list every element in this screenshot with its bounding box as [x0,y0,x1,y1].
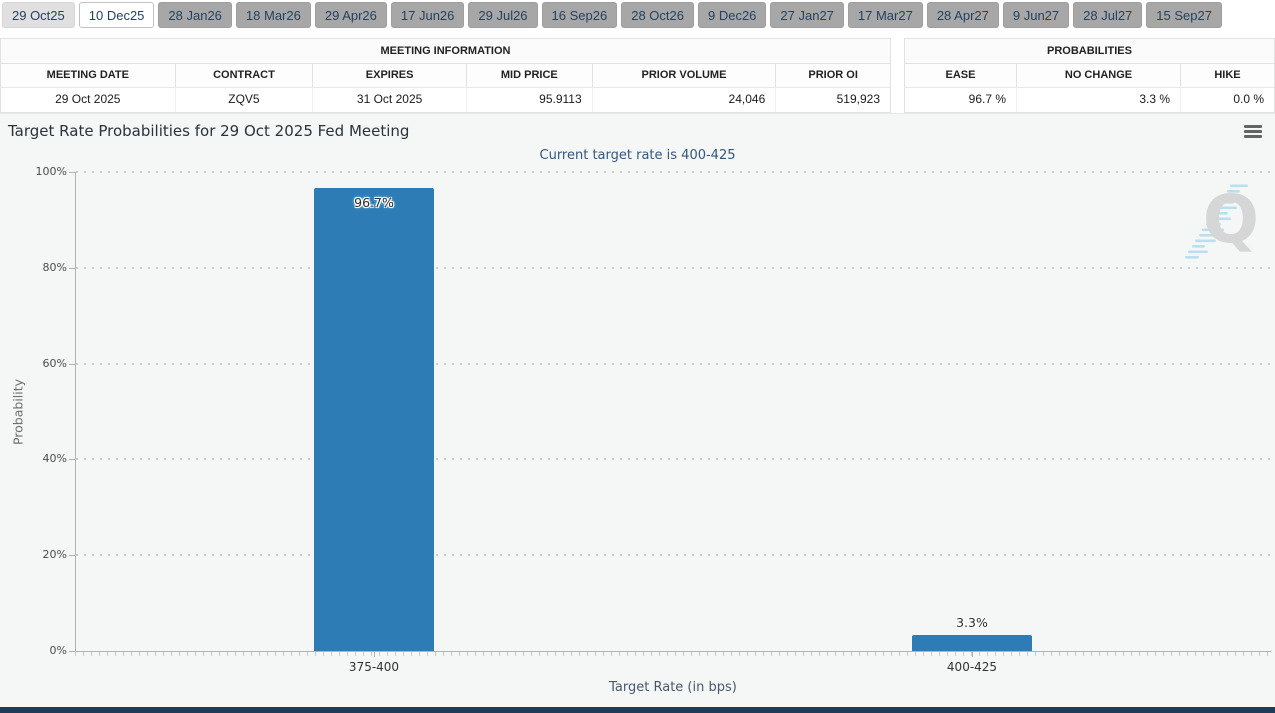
meeting-info-val-0: 29 Oct 2025 [1,88,176,112]
probabilities-val-2: 0.0 % [1233,92,1264,106]
tab-15-sep27[interactable]: 15 Sep27 [1146,2,1222,28]
tab-28-jan26[interactable]: 28 Jan26 [158,2,232,28]
meeting-info-col-1: CONTRACT [176,64,314,87]
meeting-info-values: 29 Oct 2025 ZQV5 31 Oct 2025 95.9113 24,046 5… [1,88,890,112]
y-axis-line [75,172,76,651]
quikstrike-watermark: Q [1183,182,1261,264]
tab-29-oct25[interactable]: 29 Oct25 [2,2,75,28]
bar-375-400[interactable] [314,187,434,651]
y-tick-label-20: 20% [42,548,67,562]
bar-400-425[interactable] [912,635,1032,651]
meeting-info-col-3: MID PRICE [467,64,593,87]
tab-18-mar26[interactable]: 18 Mar26 [235,2,311,28]
footer-bar [0,707,1275,713]
meeting-info-val-5: 519,923 [836,92,880,106]
probabilities-values: 96.7 % 3.3 % 0.0 % [905,88,1274,112]
probabilities-val-1: 3.3 % [1017,88,1181,112]
bar-value-label-400-425: 3.3% [956,615,988,631]
x-category-label-400-425: 400-425 [946,660,998,674]
tab-28-jul27[interactable]: 28 Jul27 [1073,2,1143,28]
meeting-info-col-4: PRIOR VOLUME [593,64,777,87]
meeting-info-col-2: EXPIRES [313,64,467,87]
bar-value-label-375-400: 96.7% [354,194,394,210]
meeting-tabs: 29 Oct25 10 Dec25 28 Jan26 18 Mar26 29 Apr26… [0,0,1275,32]
probabilities-col-2: HIKE [1214,69,1241,81]
meeting-info-val-4: 24,046 [593,88,777,112]
x-tick-mark-375-400 [374,651,375,657]
meeting-info-val-2: 31 Oct 2025 [313,88,467,112]
y-tick-label-80: 80% [42,260,67,274]
tab-29-jul26[interactable]: 29 Jul26 [468,2,538,28]
hamburger-menu-icon[interactable] [1244,125,1262,139]
tab-16-sep26[interactable]: 16 Sep26 [541,2,618,28]
y-tick-label-100: 100% [35,165,67,178]
gridline-40 [76,458,1271,461]
probabilities-title: PROBABILITIES [905,39,1274,64]
y-tick-label-40: 40% [42,452,67,466]
y-axis-title: Probability [10,378,26,445]
gridline-100 [76,171,1271,173]
meeting-info-val-1: ZQV5 [176,88,314,112]
tab-17-jun26[interactable]: 17 Jun26 [390,2,465,28]
probabilities-col-0: EASE [905,64,1017,87]
tab-27-jan27[interactable]: 27 Jan27 [770,2,844,28]
tab-10-dec25[interactable]: 10 Dec25 [78,2,155,28]
y-tick-mark-60 [69,363,75,365]
y-tick-mark-20 [69,555,75,557]
tab-9-jun27[interactable]: 9 Jun27 [1002,2,1070,28]
y-tick-label-0: 0% [49,644,67,657]
gridline-80 [76,266,1271,269]
probabilities-headers: EASE NO CHANGE HIKE [905,64,1274,88]
meeting-info-headers: MEETING DATE CONTRACT EXPIRES MID PRICE PRIO… [1,64,890,88]
y-tick-mark-0 [69,651,75,652]
tab-17-mar27[interactable]: 17 Mar27 [847,2,923,28]
x-axis-title: Target Rate (in bps) [609,680,737,695]
watermark-stripes [1185,184,1248,259]
x-axis-line [75,651,1271,652]
probability-chart: Target Rate Probabilities for 29 Oct 202… [0,113,1275,713]
tab-29-apr26[interactable]: 29 Apr26 [314,2,387,28]
y-tick-mark-40 [69,459,75,461]
x-axis-minor-ticks [75,652,1271,656]
chart-title: Target Rate Probabilities for 29 Oct 202… [8,122,410,140]
y-tick-mark-80 [69,267,75,269]
meeting-info-val-3: 95.9113 [467,88,593,112]
y-axis-title-wrap: Probability [8,172,28,651]
gridline-20 [76,554,1271,557]
y-tick-mark-100 [69,172,75,173]
x-category-label-375-400: 375-400 [348,660,400,674]
plot-area: 0% 20% 40% 60% 80% 100% 96.7% 375-400 3.3% 400-42… [36,165,1271,674]
tab-28-apr27[interactable]: 28 Apr27 [926,2,999,28]
gridline-60 [76,362,1271,365]
meeting-info-col-0: MEETING DATE [1,64,176,87]
watermark-q-letter: Q [1202,181,1259,258]
probabilities-col-1: NO CHANGE [1017,64,1181,87]
chart-subtitle: Current target rate is 400-425 [539,148,736,163]
y-tick-label-60: 60% [42,356,67,370]
meeting-info-title: MEETING INFORMATION [1,39,890,64]
tab-9-dec26[interactable]: 9 Dec26 [697,2,767,28]
probabilities-table: PROBABILITIES EASE NO CHANGE HIKE 96.7 % 3.… [904,38,1275,113]
meeting-info-table: MEETING INFORMATION MEETING DATE CONTRACT… [0,38,891,113]
meeting-info-col-5: PRIOR OI [808,69,858,81]
x-tick-mark-400-425 [972,651,973,657]
probabilities-val-0: 96.7 % [905,88,1017,112]
tab-28-oct26[interactable]: 28 Oct26 [621,2,694,28]
